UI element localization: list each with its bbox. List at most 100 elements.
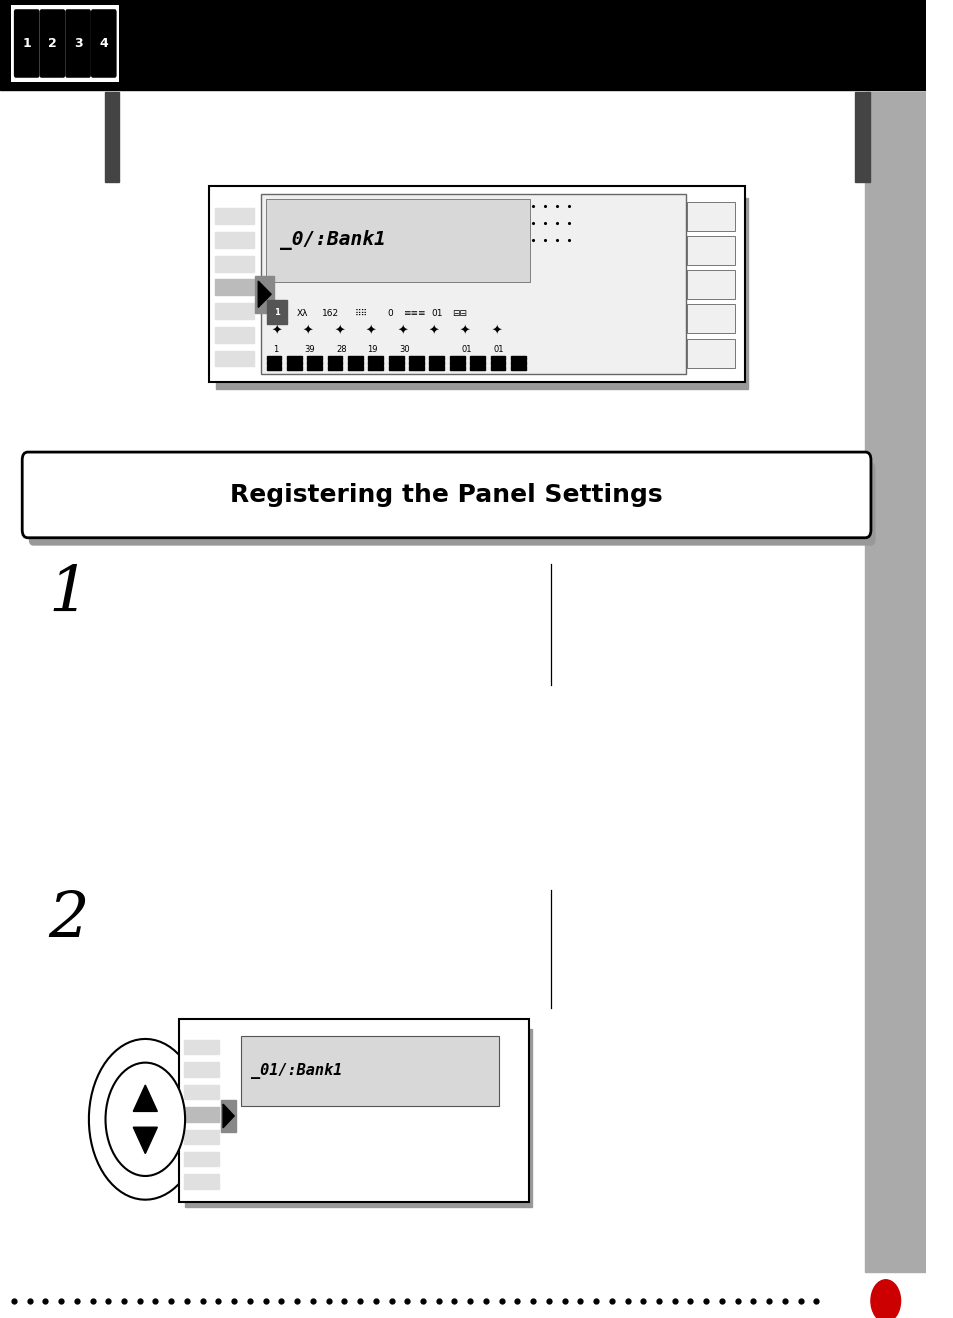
- Text: 1: 1: [273, 345, 278, 355]
- Bar: [105, 92, 119, 182]
- Bar: [470, 356, 484, 360]
- FancyBboxPatch shape: [39, 9, 65, 78]
- Bar: [409, 361, 423, 365]
- Text: 2: 2: [48, 37, 57, 50]
- FancyBboxPatch shape: [686, 339, 734, 368]
- Text: ✦: ✦: [271, 326, 281, 337]
- Text: 1: 1: [22, 37, 31, 50]
- Bar: [388, 356, 403, 360]
- Text: ✦: ✦: [302, 326, 313, 337]
- Bar: [184, 1085, 219, 1099]
- Text: ✦: ✦: [428, 326, 438, 337]
- Bar: [470, 366, 484, 370]
- Bar: [450, 361, 464, 365]
- Text: Registering the Panel Settings: Registering the Panel Settings: [230, 482, 662, 507]
- Bar: [490, 361, 505, 365]
- Text: 39: 39: [304, 345, 314, 355]
- Text: 1: 1: [48, 564, 89, 626]
- FancyBboxPatch shape: [240, 1036, 498, 1106]
- Polygon shape: [133, 1085, 157, 1111]
- Text: 1: 1: [274, 307, 279, 316]
- Text: ✦: ✦: [396, 326, 407, 337]
- Bar: [266, 366, 281, 370]
- FancyBboxPatch shape: [14, 9, 39, 78]
- Text: Registration Memory: Registration Memory: [137, 18, 795, 71]
- Bar: [287, 366, 301, 370]
- FancyBboxPatch shape: [91, 9, 116, 78]
- FancyBboxPatch shape: [29, 463, 875, 546]
- Text: 01: 01: [431, 308, 442, 318]
- Bar: [368, 366, 383, 370]
- Bar: [184, 1130, 219, 1144]
- Bar: [388, 361, 403, 365]
- Bar: [409, 356, 423, 360]
- Bar: [214, 327, 253, 343]
- Bar: [511, 356, 525, 360]
- Bar: [214, 232, 253, 248]
- Bar: [429, 366, 444, 370]
- Bar: [368, 361, 383, 365]
- Bar: [214, 303, 253, 319]
- Text: 2: 2: [48, 890, 89, 952]
- Bar: [214, 208, 253, 224]
- Circle shape: [870, 1280, 900, 1318]
- Bar: [490, 366, 505, 370]
- Bar: [255, 275, 274, 312]
- Bar: [214, 351, 253, 366]
- Bar: [450, 356, 464, 360]
- Bar: [348, 366, 362, 370]
- Bar: [511, 366, 525, 370]
- Text: ✦: ✦: [491, 326, 501, 337]
- FancyBboxPatch shape: [686, 236, 734, 265]
- FancyBboxPatch shape: [261, 194, 685, 374]
- Bar: [287, 356, 301, 360]
- Bar: [214, 279, 253, 295]
- Polygon shape: [133, 1127, 157, 1153]
- Bar: [368, 356, 383, 360]
- Circle shape: [106, 1062, 185, 1176]
- Polygon shape: [223, 1104, 233, 1128]
- Bar: [327, 366, 342, 370]
- Bar: [0, 0, 924, 90]
- Bar: [429, 356, 444, 360]
- Bar: [348, 361, 362, 365]
- Bar: [266, 356, 281, 360]
- Bar: [348, 356, 362, 360]
- Bar: [184, 1062, 219, 1077]
- Bar: [450, 366, 464, 370]
- Bar: [184, 1107, 219, 1122]
- Bar: [490, 356, 505, 360]
- Text: _0/:Bank1: _0/:Bank1: [280, 231, 386, 250]
- Bar: [864, 92, 924, 1272]
- Text: 28: 28: [335, 345, 346, 355]
- Bar: [215, 198, 747, 389]
- Text: 162: 162: [322, 308, 339, 318]
- FancyBboxPatch shape: [686, 304, 734, 333]
- FancyBboxPatch shape: [209, 186, 744, 382]
- Bar: [266, 361, 281, 365]
- Text: ✦: ✦: [334, 326, 344, 337]
- Bar: [307, 366, 322, 370]
- Bar: [388, 366, 403, 370]
- Bar: [854, 92, 869, 182]
- Bar: [287, 361, 301, 365]
- Bar: [184, 1040, 219, 1054]
- Text: 30: 30: [398, 345, 409, 355]
- Text: ✦: ✦: [459, 326, 470, 337]
- Text: 19: 19: [367, 345, 377, 355]
- Bar: [327, 356, 342, 360]
- Text: _01/:Bank1: _01/:Bank1: [251, 1064, 342, 1079]
- Text: ≡≡≡: ≡≡≡: [402, 308, 425, 318]
- Polygon shape: [258, 281, 271, 307]
- Bar: [184, 1152, 219, 1166]
- Bar: [511, 361, 525, 365]
- Bar: [214, 256, 253, 272]
- FancyBboxPatch shape: [178, 1019, 529, 1202]
- Bar: [185, 1029, 532, 1207]
- FancyBboxPatch shape: [686, 202, 734, 231]
- Bar: [429, 361, 444, 365]
- Text: ✦: ✦: [365, 326, 375, 337]
- Bar: [470, 361, 484, 365]
- Text: 3: 3: [73, 37, 82, 50]
- Text: ⠿⠿: ⠿⠿: [355, 308, 367, 318]
